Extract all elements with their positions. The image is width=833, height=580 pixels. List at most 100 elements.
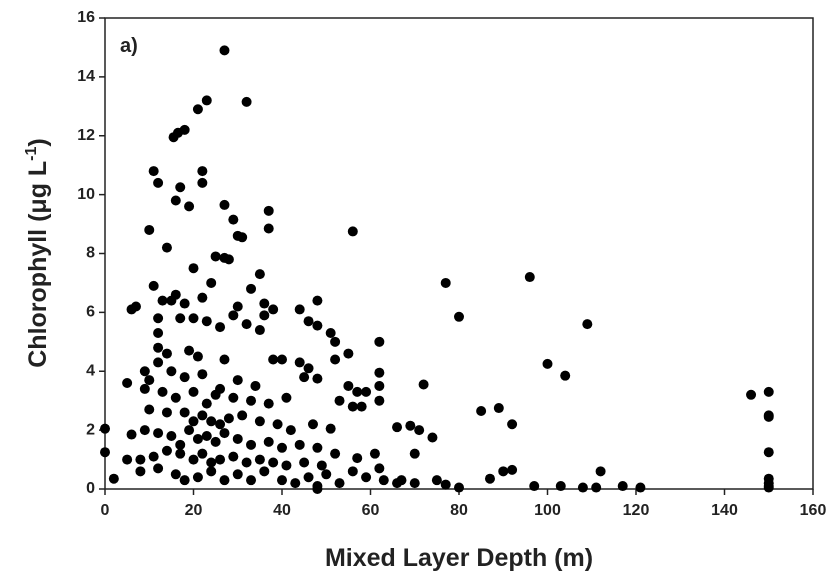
data-point bbox=[168, 132, 179, 143]
data-point bbox=[201, 431, 212, 442]
data-point bbox=[493, 403, 504, 414]
data-point bbox=[595, 466, 606, 477]
data-point bbox=[431, 475, 442, 486]
y-tick-label: 6 bbox=[86, 304, 95, 321]
data-point bbox=[312, 484, 323, 494]
x-axis-title: Mixed Layer Depth (m) bbox=[325, 544, 593, 572]
data-point bbox=[206, 416, 217, 427]
data-point bbox=[560, 370, 571, 381]
data-point bbox=[175, 439, 186, 450]
data-point bbox=[232, 301, 243, 312]
data-point bbox=[409, 448, 420, 459]
x-tick-label: 20 bbox=[185, 502, 203, 519]
data-point bbox=[188, 454, 199, 465]
data-point bbox=[405, 420, 416, 431]
x-tick-label: 140 bbox=[711, 502, 738, 519]
data-point bbox=[184, 201, 195, 212]
data-point bbox=[374, 367, 385, 378]
data-point bbox=[374, 380, 385, 391]
data-point bbox=[330, 448, 341, 459]
data-point bbox=[263, 398, 274, 409]
data-point bbox=[498, 466, 509, 477]
data-point bbox=[343, 348, 354, 359]
data-point bbox=[130, 301, 141, 312]
data-point bbox=[126, 429, 137, 440]
data-point bbox=[192, 351, 203, 362]
data-point bbox=[392, 422, 403, 433]
data-point bbox=[100, 423, 110, 434]
data-point bbox=[161, 348, 172, 359]
y-tick-label: 8 bbox=[86, 245, 95, 262]
data-point bbox=[153, 177, 164, 188]
data-point bbox=[325, 327, 336, 338]
data-point bbox=[157, 386, 168, 397]
data-point bbox=[476, 405, 487, 416]
data-point bbox=[192, 472, 203, 483]
data-point bbox=[294, 439, 305, 450]
data-point bbox=[254, 454, 265, 465]
data-point bbox=[237, 410, 248, 421]
data-point bbox=[746, 389, 757, 400]
data-point bbox=[206, 457, 217, 468]
data-point bbox=[507, 464, 518, 475]
data-point bbox=[361, 386, 372, 397]
data-point bbox=[179, 407, 190, 418]
data-point bbox=[135, 466, 146, 477]
data-point bbox=[197, 166, 208, 177]
data-point bbox=[316, 460, 327, 471]
data-point bbox=[254, 325, 265, 336]
data-point bbox=[215, 383, 226, 394]
data-point bbox=[334, 395, 345, 406]
data-point bbox=[166, 295, 177, 306]
data-point bbox=[188, 263, 199, 274]
data-point bbox=[409, 478, 420, 489]
data-point bbox=[241, 96, 252, 107]
data-point bbox=[170, 469, 181, 480]
data-point bbox=[122, 454, 133, 465]
data-point bbox=[232, 433, 243, 444]
data-point bbox=[237, 232, 248, 243]
data-point bbox=[144, 375, 155, 386]
data-point bbox=[272, 419, 283, 430]
data-point bbox=[215, 419, 226, 430]
data-point bbox=[210, 436, 221, 447]
data-point bbox=[343, 380, 354, 391]
data-point bbox=[219, 354, 230, 365]
data-point bbox=[153, 357, 164, 368]
data-point bbox=[192, 104, 203, 115]
data-point bbox=[161, 445, 172, 456]
data-point bbox=[290, 478, 301, 489]
y-axis-title-main: Chlorophyll (μg L bbox=[24, 161, 52, 368]
x-tick-label: 120 bbox=[623, 502, 650, 519]
data-point bbox=[617, 481, 628, 492]
data-point bbox=[153, 342, 164, 353]
data-point bbox=[201, 95, 212, 106]
data-point bbox=[330, 354, 341, 365]
data-point bbox=[161, 407, 172, 418]
panel-label: a) bbox=[120, 35, 138, 57]
data-point bbox=[369, 448, 380, 459]
data-point bbox=[179, 372, 190, 383]
data-point bbox=[321, 469, 332, 480]
data-point bbox=[148, 451, 159, 462]
y-axis-title-sup: -1 bbox=[23, 146, 40, 160]
data-point bbox=[219, 428, 230, 439]
data-point bbox=[268, 457, 279, 468]
data-point bbox=[122, 378, 133, 389]
data-point bbox=[108, 473, 119, 484]
data-point bbox=[192, 433, 203, 444]
data-point bbox=[175, 448, 186, 459]
data-point bbox=[325, 423, 336, 434]
data-point bbox=[215, 322, 226, 333]
data-point bbox=[166, 431, 177, 442]
data-point bbox=[246, 395, 257, 406]
data-point bbox=[312, 373, 323, 384]
data-point bbox=[170, 195, 181, 206]
data-point bbox=[210, 251, 221, 262]
data-point bbox=[157, 295, 168, 306]
data-point bbox=[635, 482, 646, 493]
data-point bbox=[246, 283, 257, 294]
data-point bbox=[524, 272, 535, 283]
data-point bbox=[148, 166, 159, 177]
data-point bbox=[347, 401, 358, 412]
